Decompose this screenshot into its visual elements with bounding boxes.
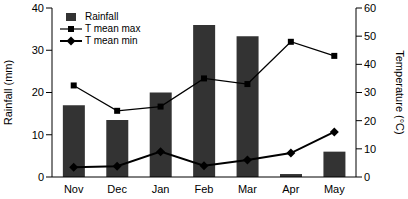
svg-text:10: 10 — [32, 129, 44, 141]
svg-text:30: 30 — [364, 86, 376, 98]
html-text:T mean min: T mean min — [85, 35, 138, 46]
svg-text:May: May — [324, 183, 345, 195]
svg-text:20: 20 — [364, 115, 376, 127]
html-text:Rainfall: Rainfall — [85, 11, 119, 22]
svg-text:Feb: Feb — [195, 183, 214, 195]
svg-text:Jan: Jan — [152, 183, 170, 195]
svg-text:40: 40 — [32, 2, 44, 14]
svg-text:0: 0 — [38, 171, 44, 183]
svg-text:20: 20 — [32, 86, 44, 98]
svg-text:Temperature (°C): Temperature (°C) — [394, 50, 400, 134]
svg-text:Nov: Nov — [64, 183, 84, 195]
svg-text:60: 60 — [364, 2, 376, 14]
svg-text:30: 30 — [32, 44, 44, 56]
svg-text:10: 10 — [364, 143, 376, 155]
html-text:T mean max: T mean max — [85, 23, 141, 34]
svg-text:0: 0 — [364, 171, 370, 183]
svg-text:Mar: Mar — [238, 183, 257, 195]
svg-text:Rainfall (mm): Rainfall (mm) — [8, 60, 14, 125]
svg-text:50: 50 — [364, 30, 376, 42]
svg-text:40: 40 — [364, 58, 376, 70]
svg-text:Apr: Apr — [282, 183, 299, 195]
svg-text:Dec: Dec — [107, 183, 127, 195]
